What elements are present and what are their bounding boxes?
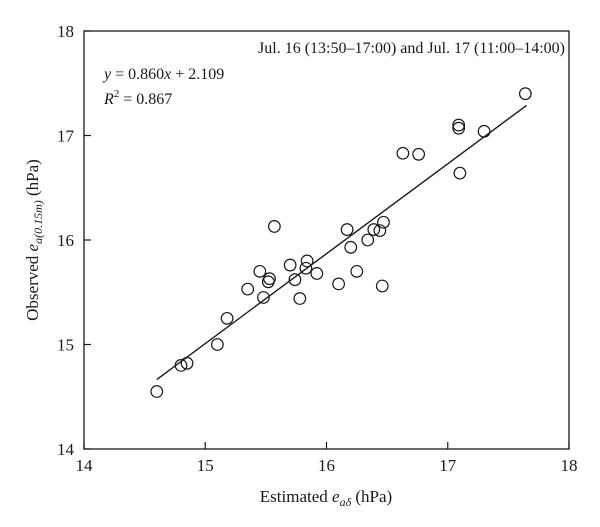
y-tick-label: 15 (57, 336, 74, 355)
data-point (452, 121, 466, 135)
data-point (373, 224, 387, 237)
data-point (350, 264, 364, 278)
data-point (220, 311, 234, 325)
data-points (150, 87, 532, 398)
data-point (452, 118, 466, 132)
data-point (300, 254, 314, 268)
x-tick-label: 17 (439, 456, 457, 475)
data-point (267, 220, 281, 233)
data-point (518, 87, 532, 101)
data-point (293, 292, 307, 305)
x-tick-label: 14 (76, 456, 94, 475)
y-tick-label: 16 (57, 231, 74, 250)
data-point (377, 215, 390, 229)
data-point (396, 146, 410, 160)
regression-equation: y = 0.860x + 2.109 (102, 66, 224, 83)
data-point (375, 279, 389, 293)
data-point (257, 291, 270, 304)
x-tick-label: 18 (561, 456, 578, 475)
data-point (253, 264, 267, 278)
data-point (310, 267, 324, 280)
regression-line (156, 104, 527, 381)
data-point (367, 223, 381, 236)
data-point (332, 277, 346, 291)
x-tick-label: 15 (197, 456, 214, 475)
data-point (288, 273, 302, 287)
period-annotation: Jul. 16 (13:50–17:00) and Jul. 17 (11:00… (258, 40, 565, 57)
y-tick-label: 14 (57, 440, 75, 459)
data-point (412, 147, 426, 161)
y-axis-label: Observed ea(0.15m) (hPa) (23, 159, 45, 321)
x-axis-label: Estimated eaδ (hPa) (260, 487, 392, 509)
axis-ticks: 14 15 16 17 18 14 15 16 17 18 (57, 22, 578, 475)
data-point (344, 240, 358, 254)
data-point (283, 258, 297, 272)
data-point (453, 166, 467, 180)
data-point (210, 338, 224, 351)
data-point (477, 124, 491, 138)
data-point (361, 233, 375, 247)
x-tick-label: 16 (318, 456, 335, 475)
data-point (241, 282, 255, 296)
data-point (150, 385, 164, 398)
y-tick-label: 18 (57, 22, 74, 41)
data-point (263, 272, 276, 286)
data-point (299, 261, 313, 275)
y-tick-label: 17 (57, 127, 75, 146)
data-point (340, 223, 354, 236)
r-squared-label: R2 = 0.867 (103, 88, 172, 108)
